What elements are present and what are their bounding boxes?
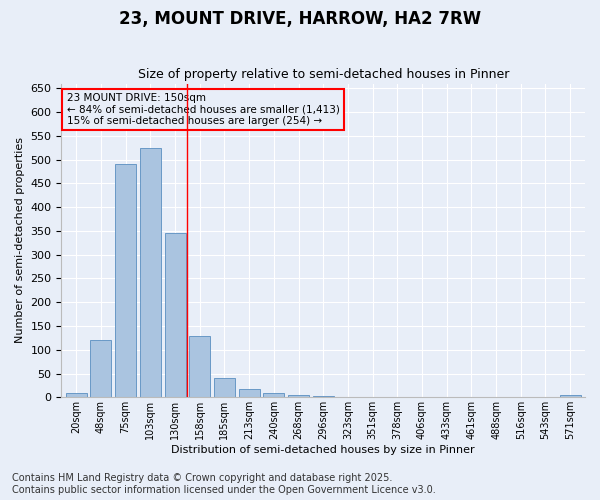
Bar — [560, 396, 581, 398]
Text: Contains HM Land Registry data © Crown copyright and database right 2025.
Contai: Contains HM Land Registry data © Crown c… — [12, 474, 436, 495]
Bar — [263, 394, 284, 398]
Bar — [239, 389, 260, 398]
Bar — [66, 392, 87, 398]
Bar — [288, 395, 309, 398]
Title: Size of property relative to semi-detached houses in Pinner: Size of property relative to semi-detach… — [137, 68, 509, 81]
Y-axis label: Number of semi-detached properties: Number of semi-detached properties — [15, 138, 25, 344]
Bar — [313, 396, 334, 398]
Bar — [91, 340, 112, 398]
Bar — [140, 148, 161, 398]
Text: 23 MOUNT DRIVE: 150sqm
← 84% of semi-detached houses are smaller (1,413)
15% of : 23 MOUNT DRIVE: 150sqm ← 84% of semi-det… — [67, 93, 340, 126]
Bar — [164, 234, 185, 398]
Text: 23, MOUNT DRIVE, HARROW, HA2 7RW: 23, MOUNT DRIVE, HARROW, HA2 7RW — [119, 10, 481, 28]
Bar — [214, 378, 235, 398]
X-axis label: Distribution of semi-detached houses by size in Pinner: Distribution of semi-detached houses by … — [172, 445, 475, 455]
Bar — [189, 336, 210, 398]
Bar — [115, 164, 136, 398]
